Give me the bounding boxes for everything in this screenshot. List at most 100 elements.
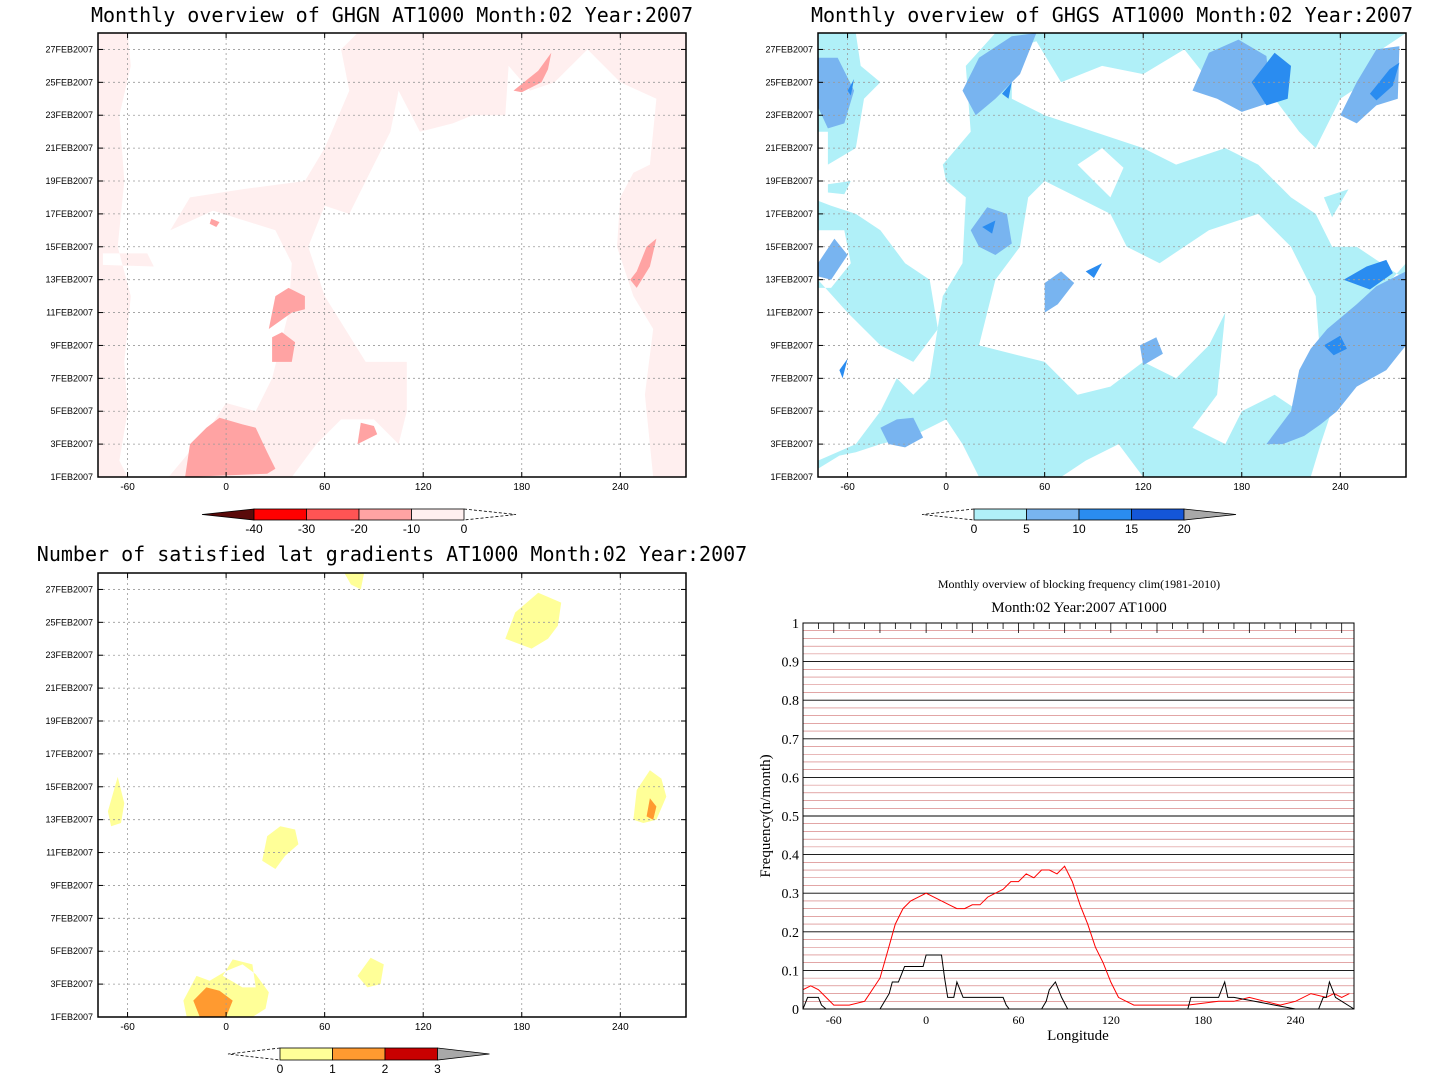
y-tick-label: 1FEB2007 — [50, 1012, 93, 1022]
y-tick-label: 0.9 — [782, 656, 800, 671]
colorbar-label: 2 — [382, 1062, 389, 1076]
colorbar-extend-low — [921, 508, 975, 521]
y-tick-label: 0.5 — [782, 810, 800, 825]
ghgs-axes: -60 0 60 120 180 240 1FEB2007 3FEB2007 5FEB2007 7… — [765, 33, 1406, 493]
x-tick-label: 240 — [1332, 482, 1349, 493]
y-tick-label: 19FEB2007 — [765, 176, 813, 186]
ghgn-regions — [98, 33, 686, 477]
blocking-subtitle: Month:02 Year:2007 AT1000 — [991, 600, 1166, 616]
x-tick-label: 240 — [612, 482, 629, 493]
x-tick-label: 180 — [513, 1022, 530, 1033]
y-tick-label: 11FEB2007 — [46, 308, 93, 318]
y-tick-label: 3FEB2007 — [50, 439, 93, 449]
x-tick-label: 240 — [1287, 1013, 1305, 1027]
gradients-axes: -60 0 60 120 180 240 1FEB2007 3FEB2007 5FEB2007 7… — [45, 573, 686, 1033]
y-tick-label: 15FEB2007 — [45, 242, 93, 252]
colorbar-box — [253, 508, 307, 521]
colorbar-box — [411, 508, 465, 521]
colorbar-label: 20 — [1177, 522, 1191, 536]
ghgn-panel: Monthly overview of GHGN AT1000 Month:02… — [45, 3, 693, 536]
ghgs-regions — [818, 33, 1406, 477]
blocking-panel: Monthly overview of blocking frequency c… — [758, 577, 1355, 1044]
y-tick-label: 0.2 — [782, 926, 800, 941]
y-tick-label: 17FEB2007 — [765, 209, 813, 219]
colorbar-label: 5 — [1023, 522, 1030, 536]
ghgs-colorbar: 0 5 10 15 20 — [921, 508, 1237, 536]
y-tick-label: 21FEB2007 — [45, 143, 93, 153]
y-tick-label: 27FEB2007 — [45, 584, 93, 594]
contour-region-level-0 — [98, 33, 686, 477]
colorbar-extend-high — [463, 508, 517, 521]
gradients-regions — [107, 573, 667, 1017]
blocking-lines — [802, 865, 1355, 1010]
y-tick-label: 1FEB2007 — [770, 472, 813, 482]
colorbar-label: 0 — [277, 1062, 284, 1076]
colorbar-label: -30 — [298, 522, 316, 536]
x-tick-label: 120 — [415, 482, 432, 493]
gradients-panel: Number of satisfied lat gradients AT1000… — [37, 542, 747, 1076]
x-tick-label: 0 — [923, 1013, 929, 1027]
y-tick-label: 9FEB2007 — [50, 340, 93, 350]
y-tick-label: 25FEB2007 — [45, 617, 93, 627]
y-tick-label: 0.3 — [782, 887, 800, 902]
y-tick-label: 3FEB2007 — [50, 979, 93, 989]
contour-region-level-1 — [107, 573, 667, 1017]
y-tick-label: 17FEB2007 — [45, 209, 93, 219]
y-tick-label: 23FEB2007 — [45, 650, 93, 660]
y-tick-label: 0 — [792, 1003, 799, 1018]
colorbar-box — [358, 508, 412, 521]
contour-region-level-0 — [818, 33, 1406, 477]
y-tick-label: 7FEB2007 — [770, 373, 813, 383]
colorbar-extend-low — [201, 508, 255, 521]
y-tick-label: 19FEB2007 — [45, 176, 93, 186]
colorbar-box — [973, 508, 1027, 521]
colorbar-box — [279, 1047, 333, 1061]
y-tick-label: 0.7 — [782, 733, 800, 748]
x-tick-label: 0 — [943, 482, 949, 493]
ghgs-panel: Monthly overview of GHGS AT1000 Month:02… — [765, 3, 1413, 536]
y-tick-label: 27FEB2007 — [765, 44, 813, 54]
y-tick-label: 13FEB2007 — [45, 275, 93, 285]
x-tick-label: -60 — [120, 482, 135, 493]
x-tick-label: 0 — [223, 1022, 229, 1033]
y-tick-label: 15FEB2007 — [765, 242, 813, 252]
ghgn-title: Monthly overview of GHGN AT1000 Month:02… — [91, 3, 693, 27]
colorbar-box — [1078, 508, 1132, 521]
colorbar-label: 1 — [329, 1062, 336, 1076]
ghgs-grid — [818, 33, 1406, 477]
colorbar-box — [306, 508, 360, 521]
y-tick-label: 11FEB2007 — [46, 848, 93, 858]
y-tick-label: 23FEB2007 — [765, 110, 813, 120]
contour-region-level--10 — [185, 52, 657, 477]
y-tick-label: 5FEB2007 — [770, 406, 813, 416]
x-tick-label: 180 — [1233, 482, 1250, 493]
y-tick-label: 1 — [792, 617, 799, 632]
y-tick-label: 7FEB2007 — [50, 373, 93, 383]
colorbar-label: 0 — [971, 522, 978, 536]
x-tick-label: 60 — [1012, 1013, 1024, 1027]
ghgn-colorbar: -40 -30 -20 -10 0 — [201, 508, 517, 536]
x-tick-label: 60 — [319, 1022, 331, 1033]
y-tick-label: 19FEB2007 — [45, 716, 93, 726]
y-tick-label: 11FEB2007 — [766, 308, 813, 318]
y-tick-label: 0.4 — [782, 849, 800, 864]
blocking-ylabel: Frequency(n/month) — [758, 754, 774, 877]
y-tick-label: 23FEB2007 — [45, 110, 93, 120]
blocking-grid — [803, 622, 1354, 1010]
x-tick-label: 60 — [1039, 482, 1051, 493]
colorbar-label: 3 — [434, 1062, 441, 1076]
y-tick-label: 1FEB2007 — [50, 472, 93, 482]
colorbar-box — [1026, 508, 1080, 521]
y-tick-label: 17FEB2007 — [45, 749, 93, 759]
x-tick-label: 240 — [612, 1022, 629, 1033]
x-tick-label: 0 — [223, 482, 229, 493]
y-tick-label: 5FEB2007 — [50, 406, 93, 416]
colorbar-label: -20 — [350, 522, 368, 536]
colorbar-extend-high — [1183, 508, 1237, 521]
colorbar-extend-low — [227, 1047, 281, 1061]
blocking-frame — [802, 622, 1355, 1010]
y-tick-label: 7FEB2007 — [50, 913, 93, 923]
x-tick-label: 180 — [1194, 1013, 1212, 1027]
blocking-xlabel: Longitude — [1047, 1028, 1109, 1044]
y-tick-label: 0.1 — [782, 964, 800, 979]
